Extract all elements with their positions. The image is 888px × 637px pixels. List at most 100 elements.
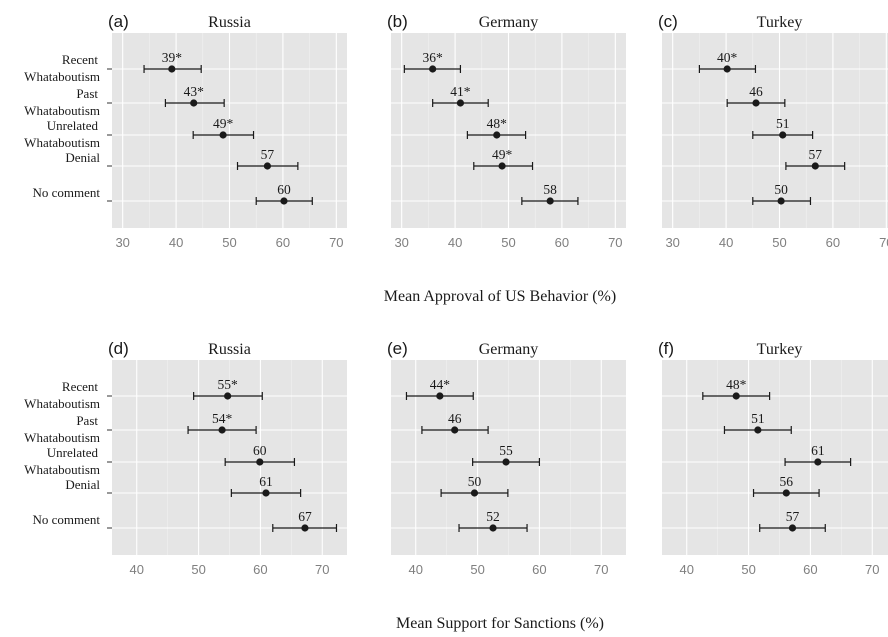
data-point: [779, 131, 787, 139]
data-point: [788, 524, 797, 532]
x-tick-label: 40: [169, 235, 183, 250]
data-point: [489, 524, 497, 532]
data-label: 55: [499, 443, 513, 458]
panel-a: 30 40 50 60 70 (a) Russia Recent Whataboutism Pas…: [24, 12, 347, 250]
x-tick-label: 40: [130, 562, 144, 577]
x-tick-label: 60: [532, 562, 546, 577]
data-label: 67: [298, 509, 312, 524]
data-point: [493, 131, 501, 139]
panel-letter: (a): [108, 12, 129, 31]
data-point: [218, 426, 226, 434]
data-point: [301, 524, 309, 532]
x-tick-label: 30: [394, 235, 408, 250]
data-label: 36*: [423, 50, 444, 65]
data-point: [451, 426, 459, 434]
panel-background: [662, 360, 888, 555]
panel-letter: (f): [658, 339, 674, 358]
category-label: Whataboutism: [24, 103, 100, 118]
category-label: Denial: [65, 150, 100, 165]
x-tick-label: 60: [803, 562, 817, 577]
data-point: [262, 489, 270, 497]
data-label: 54*: [212, 411, 233, 426]
data-point: [456, 99, 465, 107]
data-label: 60: [253, 443, 267, 458]
x-tick-label: 60: [276, 235, 290, 250]
data-point: [777, 197, 785, 205]
data-point: [470, 489, 479, 497]
data-label: 46: [749, 84, 763, 99]
data-point: [429, 65, 437, 73]
data-label: 57: [809, 147, 823, 162]
x-tick-label: 40: [680, 562, 694, 577]
data-label: 44*: [430, 377, 451, 392]
panel-c: 30 40 50 60 70 (c) Turkey 40* 46 51 57 50: [658, 12, 888, 250]
x-tick-label: 70: [594, 562, 608, 577]
x-tick-label: 50: [191, 562, 205, 577]
data-label: 61: [259, 474, 273, 489]
data-point: [256, 458, 264, 466]
category-label: Unrelated: [47, 118, 99, 133]
data-point: [754, 426, 762, 434]
data-label: 48*: [487, 116, 508, 131]
category-label: Whataboutism: [24, 396, 100, 411]
data-label: 48*: [726, 377, 747, 392]
category-label: Whataboutism: [24, 135, 100, 150]
data-label: 39*: [162, 50, 183, 65]
category-label: Recent: [62, 379, 98, 394]
x-tick-label: 70: [608, 235, 622, 250]
x-tick-label: 40: [448, 235, 462, 250]
data-point: [732, 392, 740, 400]
data-label: 41*: [450, 84, 471, 99]
data-label: 40*: [717, 50, 738, 65]
panel-title: Russia: [208, 341, 251, 358]
x-tick-label: 70: [315, 562, 329, 577]
data-label: 52: [486, 509, 500, 524]
data-label: 55*: [218, 377, 239, 392]
data-point: [224, 392, 232, 400]
data-point: [219, 131, 227, 139]
panel-letter: (b): [387, 12, 408, 31]
data-label: 50: [774, 182, 788, 197]
data-point: [498, 162, 506, 170]
data-label: 57: [786, 509, 800, 524]
data-point: [752, 99, 760, 107]
data-point: [502, 458, 510, 466]
data-point: [782, 489, 790, 497]
x-tick-label: 30: [115, 235, 129, 250]
data-point: [168, 65, 176, 73]
category-label: Unrelated: [47, 445, 99, 460]
category-label: Whataboutism: [24, 430, 100, 445]
panel-d: 40 50 60 70 (d) Russia Recent Whataboutism Past W…: [24, 339, 347, 577]
x-tick-label: 60: [555, 235, 569, 250]
panel-e: 40 50 60 70 (e) Germany 44* 46 55 50 52: [387, 339, 626, 577]
x-tick-label: 50: [741, 562, 755, 577]
x-axis-label-approval: Mean Approval of US Behavior (%): [384, 288, 616, 305]
x-tick-label: 70: [879, 235, 888, 250]
data-label: 46: [448, 411, 462, 426]
category-label: Whataboutism: [24, 69, 100, 84]
data-point: [814, 458, 822, 466]
data-label: 50: [468, 474, 482, 489]
data-point: [546, 197, 554, 205]
data-label: 51: [751, 411, 765, 426]
x-axis-label-sanctions: Mean Support for Sanctions (%): [396, 615, 604, 632]
x-tick-label: 50: [501, 235, 515, 250]
data-point: [723, 65, 731, 73]
category-label: Denial: [65, 477, 100, 492]
category-label: Recent: [62, 52, 98, 67]
x-tick-label: 50: [222, 235, 236, 250]
panel-title: Russia: [208, 14, 251, 31]
category-label: Past: [76, 413, 98, 428]
panel-title: Germany: [479, 341, 539, 358]
data-point: [263, 162, 272, 170]
panel-f: 40 50 60 70 (f) Turkey 48* 51 61 56 57: [658, 339, 888, 577]
x-tick-label: 60: [253, 562, 267, 577]
data-label: 49*: [492, 147, 513, 162]
panel-title: Turkey: [757, 341, 803, 358]
data-label: 43*: [184, 84, 205, 99]
data-label: 57: [261, 147, 275, 162]
data-point: [436, 392, 444, 400]
panel-title: Turkey: [757, 14, 803, 31]
category-label: No comment: [32, 185, 100, 200]
